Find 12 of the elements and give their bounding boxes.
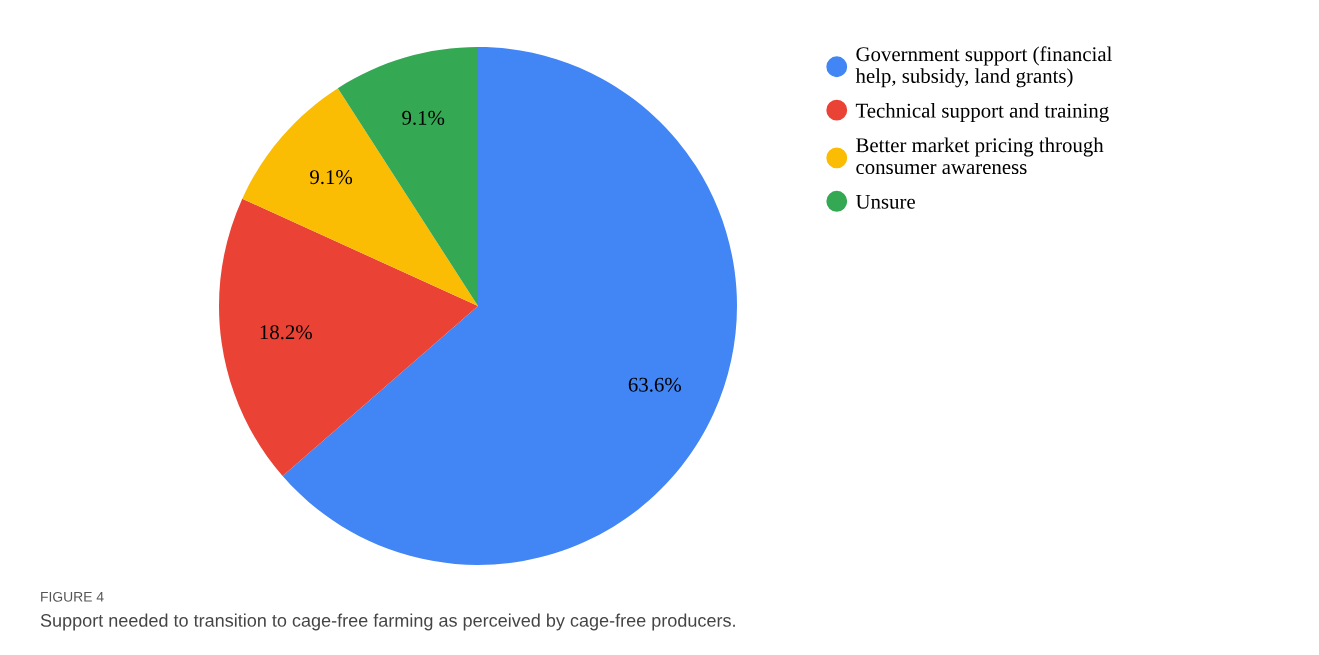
data-label: 18.2% (260, 325, 312, 340)
pie-slice (219, 198, 478, 477)
data-label: 63.6% (628, 377, 681, 392)
text: Support needed to transition to cage-free farming as perceived by cage-free producers. (40, 613, 735, 631)
caption: FIGURE 4 (41, 591, 104, 602)
legend-label: Better market pricing through consumer awareness (856, 137, 1104, 175)
legend-label: Unsure (855, 194, 915, 209)
data-label: 9.1% (402, 110, 445, 125)
legend-label: Technical support and training (855, 103, 1109, 122)
pie-slice (242, 88, 478, 306)
data-label: 9.1% (310, 170, 353, 185)
legend-label: Government support (financial help, subsidy, land grants) (855, 46, 1112, 88)
